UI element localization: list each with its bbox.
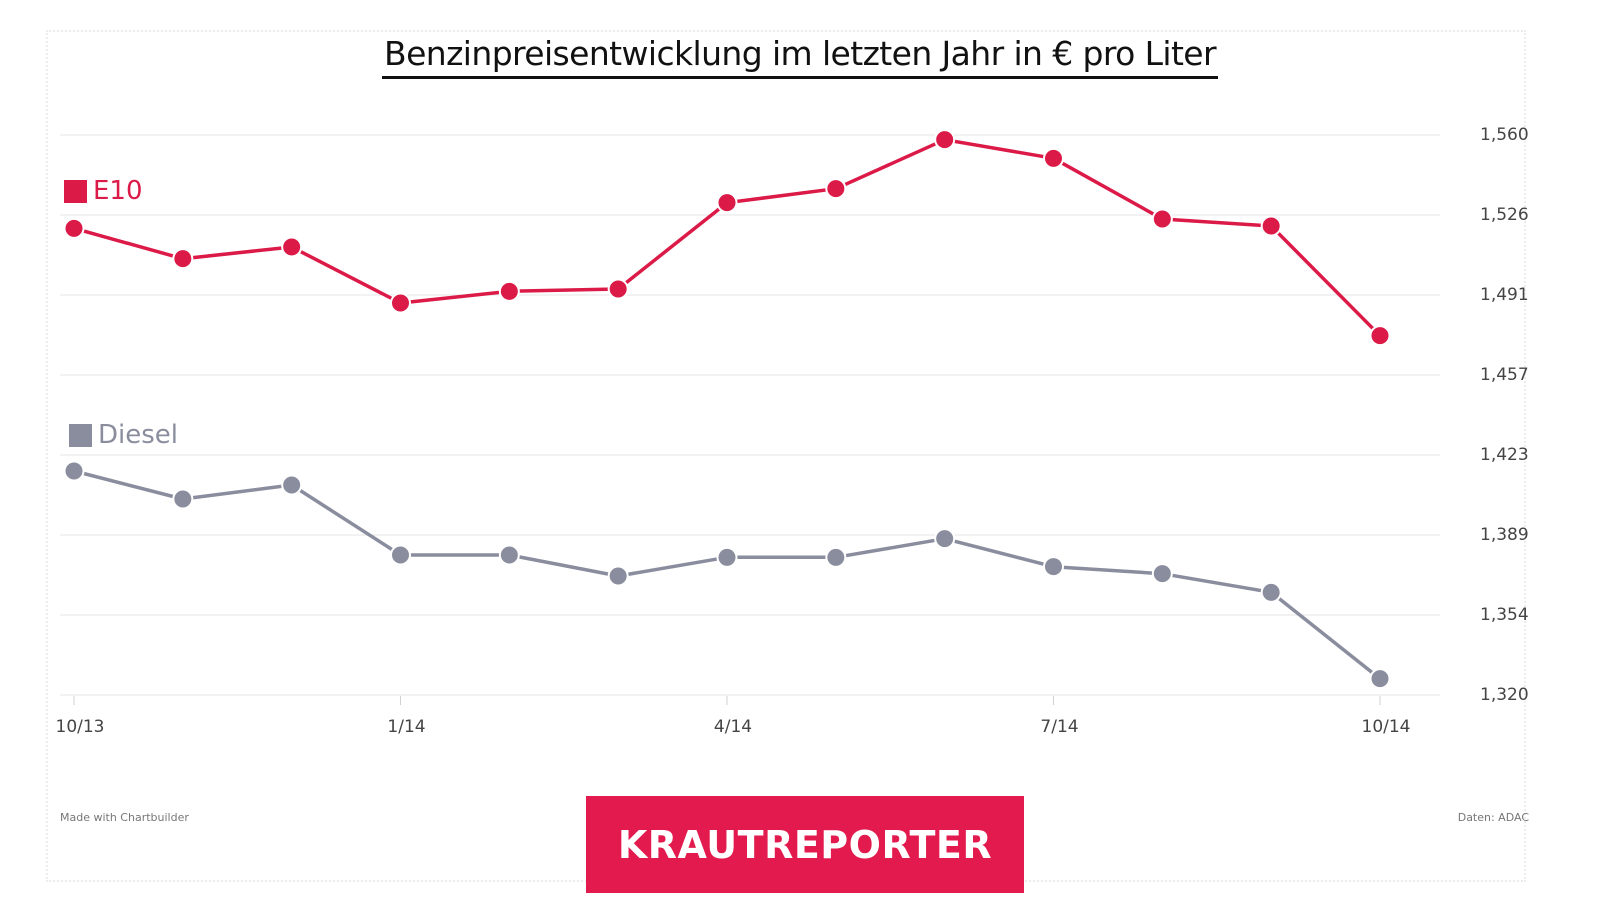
legend-diesel-swatch [69, 423, 92, 447]
data-point-e10 [934, 129, 956, 151]
axes: 1,560 1,526 1,491 1,457 1,423 1,389 1,354 1,320… [56, 125, 1529, 737]
y-tick-label: 1,389 [1480, 525, 1529, 545]
series-line-diesel [73, 469, 1382, 681]
data-source: Daten: ADAC [1457, 811, 1529, 824]
data-point-e10 [1369, 325, 1391, 347]
data-point-e10 [1260, 215, 1282, 237]
x-tick-label: 10/13 [56, 717, 105, 737]
y-tick-label: 1,491 [1480, 285, 1529, 305]
data-point-diesel [934, 528, 956, 550]
data-point-e10 [716, 192, 738, 214]
data-point-e10 [825, 178, 847, 200]
legend-diesel-label: Diesel [98, 420, 179, 450]
legend-e10-label: E10 [93, 176, 143, 206]
data-point-diesel [1260, 581, 1282, 603]
data-point-diesel [1369, 668, 1391, 690]
y-tick-label: 1,354 [1480, 605, 1529, 625]
data-point-diesel [1151, 563, 1173, 585]
legend-e10: E10 [64, 176, 143, 206]
brand-logo: KRAUTREPORTER [586, 796, 1024, 893]
data-point-diesel [390, 544, 411, 566]
data-point-diesel [498, 544, 520, 566]
data-point-e10 [498, 280, 520, 302]
data-point-e10 [607, 278, 629, 300]
data-point-diesel [281, 474, 303, 496]
gridlines [60, 134, 1440, 696]
data-point-e10 [390, 292, 411, 314]
made-with-credit: Made with Chartbuilder [60, 811, 189, 824]
y-tick-label: 1,526 [1480, 205, 1529, 225]
data-point-e10 [1043, 147, 1064, 169]
data-point-diesel [1043, 556, 1064, 578]
data-point-e10 [172, 248, 194, 270]
y-tick-label: 1,560 [1480, 125, 1529, 145]
y-tick-label: 1,320 [1480, 685, 1529, 705]
chart-title-text: Benzinpreisentwicklung im letzten Jahr i… [382, 34, 1218, 79]
data-point-e10 [281, 236, 303, 258]
data-point-diesel [825, 546, 847, 568]
x-tick-label: 1/14 [387, 717, 425, 737]
data-point-diesel [607, 565, 629, 587]
chart-title: Benzinpreisentwicklung im letzten Jahr i… [0, 34, 1600, 79]
data-point-diesel [63, 460, 85, 482]
legend-e10-swatch [64, 179, 87, 203]
y-tick-label: 1,423 [1480, 445, 1529, 465]
data-point-diesel [172, 488, 194, 510]
series-line-e10 [73, 137, 1382, 337]
y-tick-label: 1,457 [1480, 365, 1529, 385]
x-tick-label: 4/14 [714, 717, 752, 737]
x-tick-label: 10/14 [1362, 717, 1411, 737]
data-point-diesel [716, 546, 738, 568]
x-tick-label: 7/14 [1040, 717, 1078, 737]
legend-diesel: Diesel [69, 420, 178, 450]
series [63, 129, 1391, 690]
data-point-e10 [63, 217, 85, 239]
data-point-e10 [1151, 208, 1173, 230]
